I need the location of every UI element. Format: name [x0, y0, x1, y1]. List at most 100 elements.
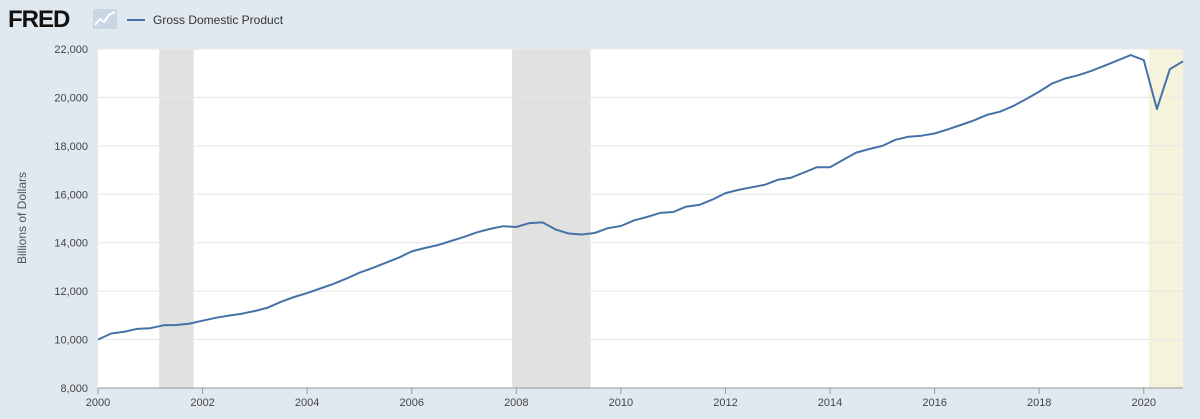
y-tick-label: 18,000	[54, 141, 88, 153]
data-point[interactable]	[959, 123, 963, 127]
data-point[interactable]	[292, 295, 296, 299]
data-point[interactable]	[1011, 104, 1015, 108]
legend-label: Gross Domestic Product	[153, 13, 284, 27]
data-point[interactable]	[462, 235, 466, 239]
x-tick-label: 2000	[86, 397, 110, 409]
data-point[interactable]	[122, 330, 126, 334]
data-point[interactable]	[919, 133, 923, 137]
x-tick-label: 2008	[504, 397, 528, 409]
data-point[interactable]	[985, 113, 989, 117]
data-point[interactable]	[501, 224, 505, 228]
data-point[interactable]	[396, 256, 400, 260]
legend-swatch	[127, 19, 145, 21]
data-point[interactable]	[593, 231, 597, 235]
data-point[interactable]	[1063, 76, 1067, 80]
data-point[interactable]	[671, 210, 675, 214]
y-tick-label: 8,000	[60, 383, 88, 395]
data-point[interactable]	[279, 300, 283, 304]
data-point[interactable]	[227, 313, 231, 317]
data-point[interactable]	[932, 131, 936, 135]
data-point[interactable]	[1181, 59, 1185, 63]
data-point[interactable]	[357, 271, 361, 275]
data-point[interactable]	[1037, 89, 1041, 93]
data-point[interactable]	[1155, 107, 1159, 111]
data-point[interactable]	[383, 261, 387, 265]
data-point[interactable]	[148, 326, 152, 330]
data-point[interactable]	[318, 286, 322, 290]
data-point[interactable]	[1089, 69, 1093, 73]
data-point[interactable]	[566, 231, 570, 235]
data-point[interactable]	[658, 211, 662, 215]
y-tick-label: 12,000	[54, 286, 88, 298]
data-point[interactable]	[802, 170, 806, 174]
data-point[interactable]	[710, 197, 714, 201]
data-point[interactable]	[1142, 58, 1146, 62]
data-point[interactable]	[789, 176, 793, 180]
data-point[interactable]	[436, 243, 440, 247]
data-point[interactable]	[475, 230, 479, 234]
data-point[interactable]	[1129, 53, 1133, 57]
data-point[interactable]	[514, 225, 518, 229]
data-point[interactable]	[828, 165, 832, 169]
data-point[interactable]	[1076, 73, 1080, 77]
data-point[interactable]	[632, 218, 636, 222]
data-point[interactable]	[906, 134, 910, 138]
data-point[interactable]	[553, 227, 557, 231]
data-point[interactable]	[1168, 67, 1172, 71]
data-point[interactable]	[776, 178, 780, 182]
data-point[interactable]	[109, 331, 113, 335]
data-point[interactable]	[135, 327, 139, 331]
x-tick-label: 2006	[399, 397, 423, 409]
y-tick-label: 14,000	[54, 238, 88, 250]
data-point[interactable]	[200, 318, 204, 322]
data-point[interactable]	[488, 227, 492, 231]
data-point[interactable]	[854, 150, 858, 154]
data-point[interactable]	[96, 337, 100, 341]
data-point[interactable]	[213, 316, 217, 320]
data-point[interactable]	[540, 220, 544, 224]
chart-header: FRED Gross Domestic Product	[0, 0, 1200, 40]
data-point[interactable]	[762, 183, 766, 187]
data-point[interactable]	[1102, 64, 1106, 68]
y-tick-label: 22,000	[54, 44, 88, 56]
data-point[interactable]	[867, 147, 871, 151]
data-point[interactable]	[945, 127, 949, 131]
data-point[interactable]	[880, 144, 884, 148]
series-line-gdp[interactable]	[97, 54, 1184, 341]
data-point[interactable]	[187, 321, 191, 325]
data-point[interactable]	[697, 203, 701, 207]
chart-legend[interactable]: Gross Domestic Product	[127, 12, 283, 28]
data-point[interactable]	[815, 165, 819, 169]
data-point[interactable]	[253, 309, 257, 313]
data-point[interactable]	[266, 305, 270, 309]
data-point[interactable]	[645, 215, 649, 219]
data-point[interactable]	[749, 185, 753, 189]
data-point[interactable]	[619, 224, 623, 228]
data-point[interactable]	[527, 221, 531, 225]
data-point[interactable]	[161, 323, 165, 327]
data-point[interactable]	[423, 246, 427, 250]
data-point[interactable]	[893, 138, 897, 142]
data-point[interactable]	[410, 249, 414, 253]
data-point[interactable]	[240, 311, 244, 315]
data-point[interactable]	[998, 110, 1002, 114]
data-point[interactable]	[174, 323, 178, 327]
data-point[interactable]	[972, 118, 976, 122]
data-point[interactable]	[684, 204, 688, 208]
data-point[interactable]	[1115, 58, 1119, 62]
data-point[interactable]	[736, 188, 740, 192]
x-tick-label: 2004	[295, 397, 319, 409]
data-point[interactable]	[344, 276, 348, 280]
data-point[interactable]	[841, 158, 845, 162]
data-point[interactable]	[449, 239, 453, 243]
data-point[interactable]	[331, 282, 335, 286]
data-point[interactable]	[1024, 97, 1028, 101]
data-point[interactable]	[606, 226, 610, 230]
data-point[interactable]	[723, 191, 727, 195]
data-point[interactable]	[1050, 81, 1054, 85]
x-tick-label: 2016	[922, 397, 946, 409]
data-point[interactable]	[579, 232, 583, 236]
data-point[interactable]	[305, 291, 309, 295]
data-point[interactable]	[370, 266, 374, 270]
